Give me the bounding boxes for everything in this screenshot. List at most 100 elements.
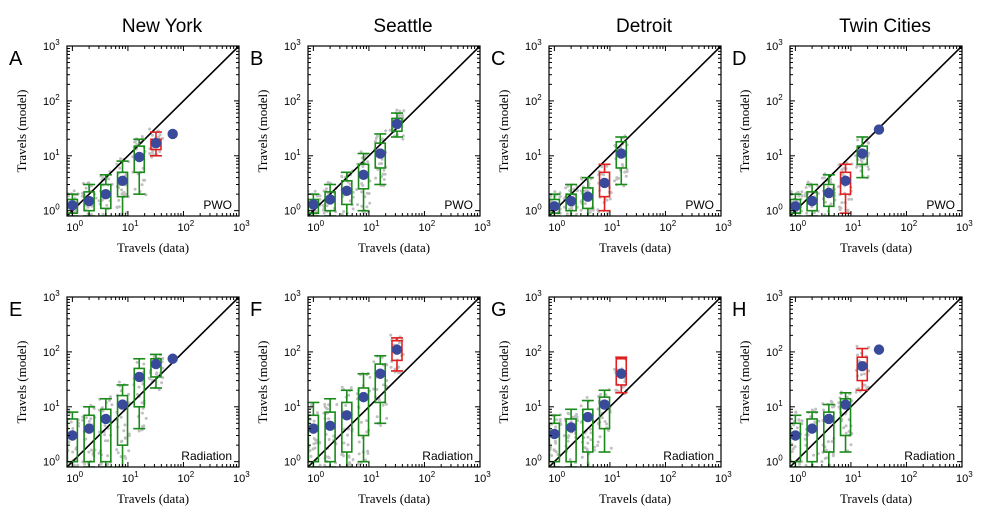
- scatter-point: [623, 170, 627, 174]
- scatter-point: [122, 429, 126, 433]
- scatter-point: [829, 177, 833, 181]
- x-tick-label: 100: [66, 470, 83, 485]
- scatter-point: [83, 462, 87, 466]
- box-iqr: [324, 411, 336, 463]
- scatter-point: [106, 454, 110, 458]
- scatter-point: [393, 367, 397, 371]
- x-tick-label: 101: [845, 470, 862, 485]
- model-label: PWO: [203, 198, 232, 212]
- scatter-point: [323, 405, 327, 409]
- diagonal-line: [67, 297, 239, 467]
- scatter-point: [101, 409, 105, 413]
- x-tick-label: 102: [900, 219, 917, 234]
- box-green: [374, 354, 387, 425]
- mean-marker: [391, 118, 403, 130]
- scatter-point: [792, 423, 796, 427]
- scatter-point: [609, 191, 613, 195]
- scatter-point: [141, 178, 145, 182]
- box-iqr: [839, 397, 852, 437]
- scatter-point: [397, 341, 401, 345]
- scatter-point: [798, 462, 801, 466]
- scatter-point: [109, 395, 112, 399]
- scatter-point: [357, 440, 361, 444]
- scatter-point: [384, 129, 388, 133]
- scatter-point: [575, 212, 578, 216]
- mean-marker: [823, 187, 835, 199]
- scatter-point: [842, 166, 846, 170]
- box-green: [149, 353, 162, 389]
- plot-area: [67, 46, 239, 216]
- scatter-point: [308, 449, 312, 453]
- scatter-point: [103, 424, 107, 428]
- scatter-point: [119, 415, 123, 419]
- scatter-point: [812, 211, 816, 215]
- y-tick-label: 100: [284, 454, 301, 469]
- scatter-point: [382, 168, 386, 172]
- column-title: Detroit: [616, 16, 673, 37]
- scatter-point: [342, 441, 346, 445]
- scatter-point: [615, 176, 619, 180]
- x-tick-label: 103: [474, 219, 491, 234]
- scatter-point: [140, 135, 144, 138]
- box-iqr: [806, 418, 818, 463]
- scatter-point: [318, 463, 322, 467]
- mean-marker: [67, 430, 78, 441]
- scatter-point: [839, 206, 843, 210]
- scatter-point: [335, 403, 339, 406]
- scatter-point: [860, 373, 863, 377]
- scatter-point: [87, 419, 91, 423]
- mean-marker: [358, 169, 369, 181]
- box-green: [806, 411, 819, 467]
- x-tick-label: 103: [233, 470, 250, 485]
- x-tick-label: 100: [548, 470, 565, 485]
- scatter-point: [824, 448, 828, 452]
- scatter-point: [593, 448, 596, 452]
- scatter-point: [123, 423, 127, 427]
- scatter-point: [373, 139, 377, 143]
- box-iqr: [582, 408, 594, 453]
- box-iqr: [839, 171, 852, 195]
- scatter-point: [368, 375, 372, 379]
- plot-frame: [548, 296, 722, 468]
- mean-marker: [341, 185, 353, 197]
- scatter-point: [609, 446, 613, 450]
- scatter-point: [151, 133, 154, 137]
- mean-marker: [100, 188, 112, 200]
- x-tick-label: 101: [122, 219, 139, 234]
- mean-marker: [167, 353, 178, 364]
- scatter-point: [804, 186, 808, 189]
- scatter-point: [89, 212, 93, 216]
- y-tick-label: 101: [525, 148, 542, 163]
- y-tick-label: 102: [766, 344, 783, 359]
- scatter-point: [368, 201, 372, 205]
- scatter-point: [87, 450, 91, 454]
- scatter-point: [556, 453, 560, 456]
- y-tick-label: 102: [766, 93, 783, 108]
- scatter-point: [583, 189, 587, 193]
- x-tick-label: 102: [900, 470, 917, 485]
- box-iqr: [100, 183, 112, 210]
- panels: 100 101 102 103 100 101 102 103 Travels (data) Tr…: [9, 38, 973, 506]
- scatter-point: [806, 180, 810, 184]
- model-label: Radiation: [904, 449, 955, 463]
- scatter-point: [586, 435, 590, 439]
- scatter-point: [589, 427, 592, 431]
- scatter-point: [67, 194, 70, 198]
- scatter-point: [342, 210, 346, 213]
- box-iqr: [341, 401, 353, 453]
- scatter-point: [366, 160, 370, 164]
- mean-marker: [840, 399, 851, 410]
- scatter-point: [568, 458, 572, 461]
- x-tick-label: 100: [307, 470, 324, 485]
- x-tick-label: 102: [659, 470, 676, 485]
- scatter-point: [866, 141, 870, 144]
- mean-marker: [134, 371, 145, 383]
- mean-marker: [549, 201, 560, 212]
- scatter-point: [318, 197, 322, 201]
- y-axis-label: Travels (model): [14, 341, 29, 424]
- scatter-point: [583, 446, 587, 450]
- scatter-point: [847, 197, 851, 201]
- box-iqr: [615, 357, 628, 386]
- scatter-point: [395, 108, 399, 112]
- scatter-point: [348, 182, 352, 186]
